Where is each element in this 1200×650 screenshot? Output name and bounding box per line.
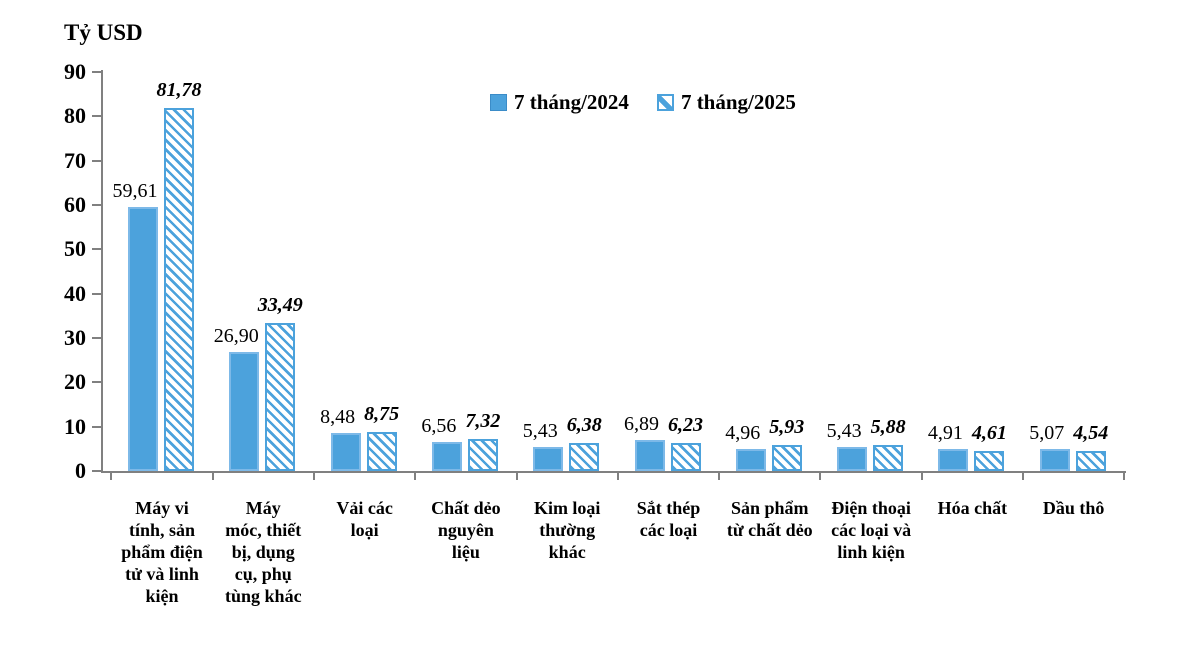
- y-tick-0: [92, 470, 101, 472]
- y-tick-label-20: 20: [64, 369, 86, 395]
- value-label-2024-4: 5,43: [522, 419, 558, 442]
- y-tick-90: [92, 71, 101, 73]
- value-label-2024-5: 6,89: [624, 413, 659, 436]
- y-tick-60: [92, 204, 101, 206]
- bar-2025-1: [265, 322, 296, 471]
- y-tick-label-30: 30: [64, 325, 86, 350]
- category-label-3: Chất dẻo nguyên liệu: [431, 498, 501, 562]
- category-label-9: Dầu thô: [1042, 498, 1105, 518]
- x-tick-2: [312, 471, 315, 480]
- bar-2025-7: [873, 444, 904, 471]
- y-tick-label-80: 80: [64, 103, 86, 129]
- category-label-2: Vải các loại: [336, 498, 393, 540]
- category-label-1: Máy móc, thiết bị, dụng cụ, phụ tùng khá…: [225, 498, 302, 606]
- bar-2024-8: [938, 449, 969, 471]
- x-tick-4: [515, 471, 518, 480]
- value-label-2025-5: 6,23: [668, 414, 703, 437]
- x-tick-5: [616, 471, 619, 480]
- y-tick-20: [92, 381, 101, 384]
- category-label-8: Hóa chất: [937, 498, 1008, 518]
- value-label-2025-1: 33,49: [257, 293, 303, 316]
- y-axis-unit-label: Tỷ USD: [64, 20, 143, 45]
- value-label-2025-7: 5,88: [870, 415, 906, 438]
- bar-2025-8: [974, 450, 1005, 471]
- bar-2024-0: [128, 206, 158, 471]
- value-label-2025-4: 6,38: [566, 413, 602, 436]
- x-tick-6: [718, 471, 721, 480]
- x-tick-9: [1022, 471, 1025, 480]
- x-tick-7: [819, 471, 822, 480]
- x-tick-0: [110, 471, 113, 480]
- value-label-2025-9: 4,54: [1073, 421, 1109, 444]
- bar-2024-6: [735, 449, 766, 471]
- value-label-2025-0: 81,78: [156, 79, 202, 102]
- y-tick-label-40: 40: [64, 280, 86, 306]
- y-tick-30: [92, 337, 101, 339]
- bar-2025-0: [164, 108, 194, 471]
- y-tick-label-90: 90: [64, 59, 86, 84]
- category-label-0: Máy vi tính, sản phẩm điện tử và linh ki…: [121, 498, 203, 606]
- bar-2024-9: [1039, 448, 1070, 471]
- y-tick-label-0: 0: [75, 458, 86, 483]
- category-label-4: Kim loại thường khác: [533, 498, 601, 562]
- value-label-2024-9: 5,07: [1029, 421, 1065, 444]
- y-tick-40: [92, 292, 101, 295]
- value-label-2024-8: 4,91: [927, 422, 963, 445]
- y-tick-label-70: 70: [64, 147, 86, 173]
- value-label-2025-3: 7,32: [465, 409, 501, 432]
- bar-2025-5: [670, 443, 701, 471]
- y-tick-label-60: 60: [64, 192, 86, 217]
- bar-2025-4: [569, 442, 600, 471]
- x-tick-1: [211, 471, 214, 480]
- y-axis: [101, 70, 103, 473]
- bar-2024-4: [533, 446, 564, 471]
- legend-label-2024: 7 tháng/2024: [514, 90, 629, 114]
- y-tick-50: [92, 248, 101, 251]
- value-label-2024-1: 26,90: [213, 324, 259, 347]
- value-label-2024-0: 59,61: [112, 179, 158, 202]
- legend: 7 tháng/2024 7 tháng/2025: [490, 90, 796, 115]
- bar-2024-7: [837, 446, 868, 471]
- category-label-6: Sản phẩm từ chất dẻo: [726, 498, 813, 540]
- value-label-2024-7: 5,43: [826, 419, 862, 442]
- x-tick-3: [414, 471, 417, 480]
- bar-2024-2: [330, 433, 361, 471]
- y-tick-label-10: 10: [64, 413, 86, 439]
- legend-label-2025: 7 tháng/2025: [680, 90, 796, 114]
- legend-swatch-solid-icon: [490, 94, 507, 111]
- y-tick-label-50: 50: [64, 236, 86, 262]
- x-axis: [101, 471, 1127, 473]
- bar-2025-2: [366, 432, 397, 471]
- value-label-2024-2: 8,48: [320, 406, 356, 429]
- legend-item-2024: 7 tháng/2024: [490, 90, 629, 115]
- value-label-2025-8: 4,61: [971, 421, 1007, 444]
- bar-2024-3: [431, 441, 462, 471]
- category-label-7: Điện thoại các loại và linh kiện: [831, 498, 912, 562]
- value-label-2024-3: 6,56: [421, 414, 457, 437]
- bar-2024-1: [229, 351, 260, 471]
- x-tick-8: [920, 471, 923, 480]
- y-tick-10: [92, 425, 101, 428]
- category-label-5: Sắt thép các loại: [636, 498, 701, 540]
- value-label-2025-6: 5,93: [769, 415, 805, 438]
- value-label-2025-2: 8,75: [364, 403, 400, 426]
- bar-2025-6: [771, 444, 802, 471]
- value-label-2024-6: 4,96: [725, 422, 761, 444]
- y-tick-70: [92, 159, 101, 162]
- bar-2025-3: [467, 438, 498, 471]
- y-tick-80: [92, 115, 101, 118]
- x-tick-10: [1123, 471, 1126, 480]
- bar-2024-5: [634, 440, 665, 471]
- legend-swatch-hatched-icon: [656, 94, 674, 111]
- legend-item-2025: 7 tháng/2025: [656, 90, 796, 115]
- bar-2025-9: [1075, 450, 1106, 471]
